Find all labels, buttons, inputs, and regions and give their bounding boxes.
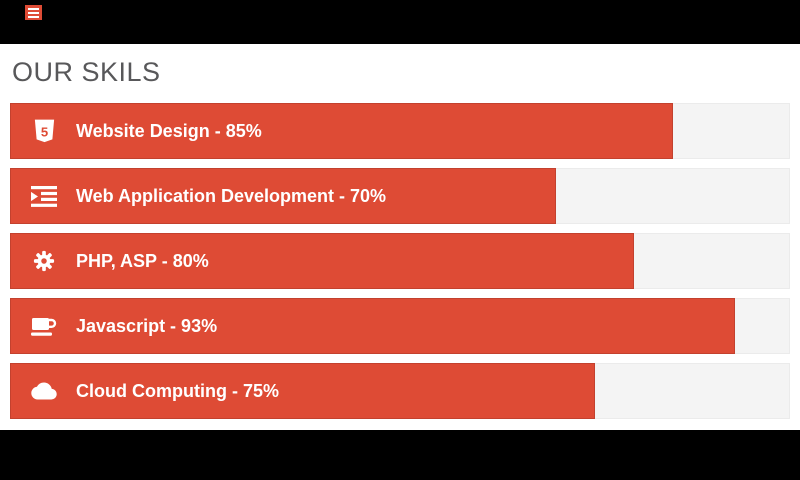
skill-bar-fill: PHP, ASP - 80% bbox=[10, 233, 634, 289]
skill-label: PHP, ASP - 80% bbox=[76, 250, 209, 271]
coffee-icon bbox=[31, 311, 57, 341]
svg-text:5: 5 bbox=[40, 124, 47, 139]
skill-row-web-application-development: Web Application Development - 70% bbox=[10, 168, 790, 224]
page-title: OUR SKILS bbox=[12, 57, 161, 87]
skill-label: Web Application Development - 70% bbox=[76, 185, 387, 206]
skill-label: Website Design - 85% bbox=[76, 120, 262, 141]
skill-bar-fill: 5 Website Design - 85% bbox=[10, 103, 673, 159]
skill-row-website-design: 5 Website Design - 85% bbox=[10, 103, 790, 159]
skills-section: OUR SKILS 5 Website Design - 85% bbox=[0, 44, 800, 428]
skill-bar-fill: Javascript - 93% bbox=[10, 298, 736, 354]
skill-row-cloud-computing: Cloud Computing - 75% bbox=[10, 363, 790, 419]
hamburger-menu-icon[interactable] bbox=[25, 5, 42, 20]
skill-row-javascript: Javascript - 93% bbox=[10, 298, 790, 354]
skill-label: Javascript - 93% bbox=[76, 315, 218, 336]
skill-bar-chart: 5 Website Design - 85% bbox=[10, 103, 790, 419]
skill-bar-fill: Cloud Computing - 75% bbox=[10, 363, 595, 419]
skill-row-php-asp: PHP, ASP - 80% bbox=[10, 233, 790, 289]
skill-label: Cloud Computing - 75% bbox=[76, 380, 279, 401]
html5-icon: 5 bbox=[31, 116, 57, 146]
indent-icon bbox=[31, 181, 57, 211]
top-black-band bbox=[0, 0, 800, 44]
bottom-black-band bbox=[0, 430, 800, 480]
cloud-icon bbox=[31, 376, 57, 406]
gear-icon bbox=[31, 246, 57, 276]
skill-bar-fill: Web Application Development - 70% bbox=[10, 168, 556, 224]
